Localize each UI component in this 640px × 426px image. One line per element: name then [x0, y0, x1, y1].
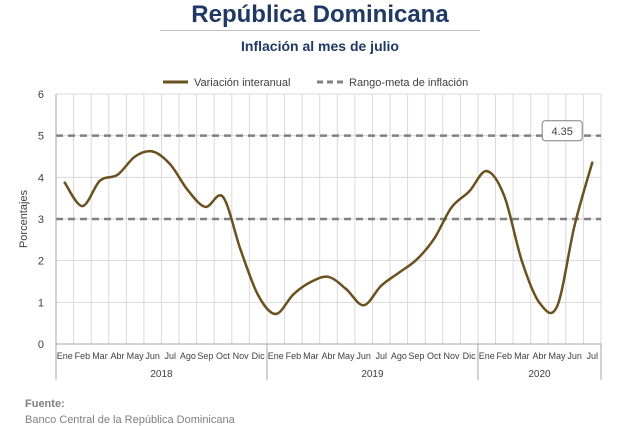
- x-tick-label: Sep: [197, 351, 213, 361]
- y-tick-label: 3: [38, 214, 44, 226]
- x-tick-label: Jul: [375, 351, 387, 361]
- data-point: [151, 150, 154, 153]
- x-tick-label: Jul: [586, 351, 598, 361]
- data-point: [204, 205, 207, 209]
- data-point: [485, 169, 488, 173]
- data-point: [573, 224, 576, 227]
- y-axis-title: Porcentajes: [18, 189, 30, 248]
- data-point: [591, 161, 594, 164]
- year-label: 2018: [150, 369, 173, 380]
- x-tick-label: Abr: [111, 351, 125, 361]
- x-tick-label: Mar: [92, 351, 108, 361]
- x-tick-label: Mar: [303, 351, 319, 361]
- plot-area: [63, 149, 594, 316]
- x-tick-label: Jun: [356, 351, 371, 361]
- data-point: [344, 287, 348, 291]
- legend-label: Variación interanual: [194, 77, 290, 89]
- y-tick-label: 4: [38, 172, 44, 184]
- x-tick-label: Ago: [391, 351, 407, 361]
- x-tick-label: Oct: [427, 351, 442, 361]
- x-tick-label: Ago: [180, 351, 196, 361]
- data-point: [239, 248, 242, 252]
- data-point: [362, 304, 365, 307]
- x-tick-label: Feb: [75, 351, 91, 361]
- x-tick-label: Abr: [321, 351, 335, 361]
- data-point: [432, 237, 436, 241]
- y-tick-label: 0: [38, 339, 44, 351]
- x-tick-label: Dic: [252, 351, 265, 361]
- x-tick-label: Oct: [216, 351, 231, 361]
- x-tick-label: Mar: [514, 351, 530, 361]
- y-tick-label: 5: [38, 131, 44, 143]
- y-tick-label: 6: [38, 89, 44, 101]
- title-divider: [160, 30, 480, 31]
- data-point: [274, 312, 277, 316]
- y-tick-label: 2: [38, 256, 44, 268]
- grid-lines: [55, 93, 602, 344]
- x-tick-label: Ene: [268, 351, 284, 361]
- x-tick-label: May: [127, 351, 145, 361]
- data-point: [450, 206, 453, 209]
- data-point: [467, 190, 471, 193]
- x-tick-label: Dic: [463, 351, 476, 361]
- data-point: [292, 293, 295, 296]
- year-label: 2020: [528, 369, 551, 380]
- x-tick-label: May: [549, 351, 567, 361]
- year-label: 2019: [361, 369, 384, 380]
- data-point: [221, 195, 225, 199]
- data-point: [133, 155, 137, 158]
- annotations: 4.35: [541, 120, 583, 142]
- data-point: [98, 179, 102, 182]
- x-tick-label: Feb: [286, 351, 302, 361]
- data-point: [309, 280, 313, 284]
- chart-title: República Dominicana: [191, 1, 449, 28]
- x-tick-label: Ene: [479, 351, 495, 361]
- data-point: [397, 271, 401, 274]
- x-tick-label: Abr: [532, 351, 546, 361]
- data-point: [256, 294, 260, 297]
- source-text: Banco Central de la República Dominicana: [25, 414, 235, 426]
- source-label: Fuente:: [25, 398, 65, 410]
- x-tick-label: Ene: [57, 351, 73, 361]
- x-tick-label: Sep: [408, 351, 424, 361]
- data-point: [380, 284, 383, 287]
- x-tick-label: Jun: [567, 351, 582, 361]
- data-point: [503, 194, 506, 198]
- legend: Variación interanual Rango-meta de inflac…: [163, 77, 468, 89]
- data-point: [520, 259, 524, 263]
- annotation-value: 4.35: [551, 126, 572, 138]
- x-tick-label: Nov: [444, 351, 461, 361]
- data-point: [116, 173, 119, 177]
- data-point: [327, 275, 330, 279]
- target-range: [56, 134, 601, 221]
- data-point: [63, 181, 66, 184]
- data-point: [186, 189, 190, 192]
- chart-subtitle: Inflación al mes de julio: [241, 38, 399, 54]
- data-point: [415, 258, 418, 262]
- data-point: [555, 305, 559, 308]
- data-point: [81, 204, 84, 208]
- x-tick-label: May: [338, 351, 356, 361]
- data-point: [538, 301, 541, 304]
- legend-label: Rango-meta de inflación: [349, 77, 468, 89]
- y-tick-label: 1: [38, 297, 44, 309]
- x-tick-label: Jun: [145, 351, 160, 361]
- x-tick-label: Feb: [497, 351, 513, 361]
- x-tick-label: Nov: [233, 351, 250, 361]
- data-point: [169, 163, 172, 166]
- x-tick-label: Jul: [165, 351, 177, 361]
- annotation-box: [541, 120, 583, 142]
